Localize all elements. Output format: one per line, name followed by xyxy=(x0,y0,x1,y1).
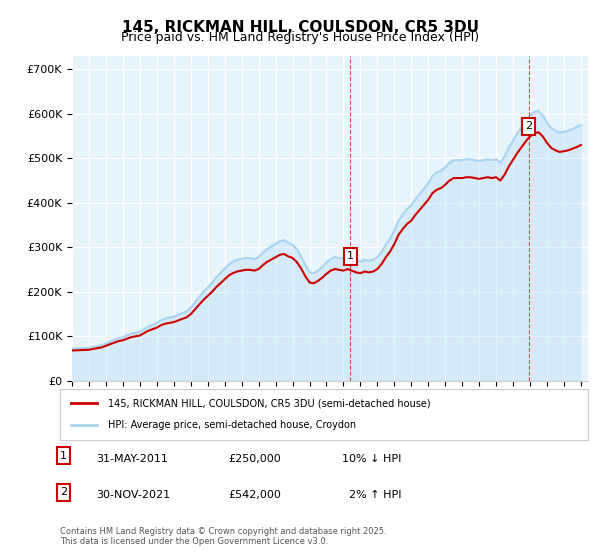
Text: 145, RICKMAN HILL, COULSDON, CR5 3DU (semi-detached house): 145, RICKMAN HILL, COULSDON, CR5 3DU (se… xyxy=(107,398,430,408)
Text: £250,000: £250,000 xyxy=(228,454,281,464)
Text: 2: 2 xyxy=(525,122,532,131)
Text: 145, RICKMAN HILL, COULSDON, CR5 3DU: 145, RICKMAN HILL, COULSDON, CR5 3DU xyxy=(121,20,479,35)
Text: 2: 2 xyxy=(60,487,67,497)
Text: Price paid vs. HM Land Registry's House Price Index (HPI): Price paid vs. HM Land Registry's House … xyxy=(121,31,479,44)
Text: 10% ↓ HPI: 10% ↓ HPI xyxy=(342,454,401,464)
Text: HPI: Average price, semi-detached house, Croydon: HPI: Average price, semi-detached house,… xyxy=(107,421,356,431)
Text: Contains HM Land Registry data © Crown copyright and database right 2025.
This d: Contains HM Land Registry data © Crown c… xyxy=(60,526,386,546)
Text: 1: 1 xyxy=(60,451,67,461)
Text: 31-MAY-2011: 31-MAY-2011 xyxy=(96,454,168,464)
Text: £542,000: £542,000 xyxy=(228,490,281,500)
Text: 1: 1 xyxy=(347,251,354,261)
Text: 2% ↑ HPI: 2% ↑ HPI xyxy=(342,490,401,500)
Text: 30-NOV-2021: 30-NOV-2021 xyxy=(96,490,170,500)
